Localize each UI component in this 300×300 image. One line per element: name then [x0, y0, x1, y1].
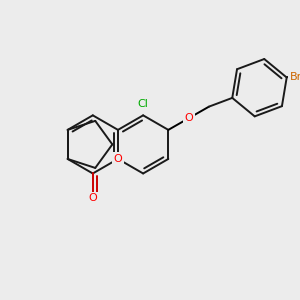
Text: O: O — [114, 154, 122, 164]
Text: Cl: Cl — [138, 99, 148, 109]
Text: O: O — [184, 113, 193, 123]
Text: Br: Br — [290, 73, 300, 82]
Text: O: O — [88, 193, 97, 203]
